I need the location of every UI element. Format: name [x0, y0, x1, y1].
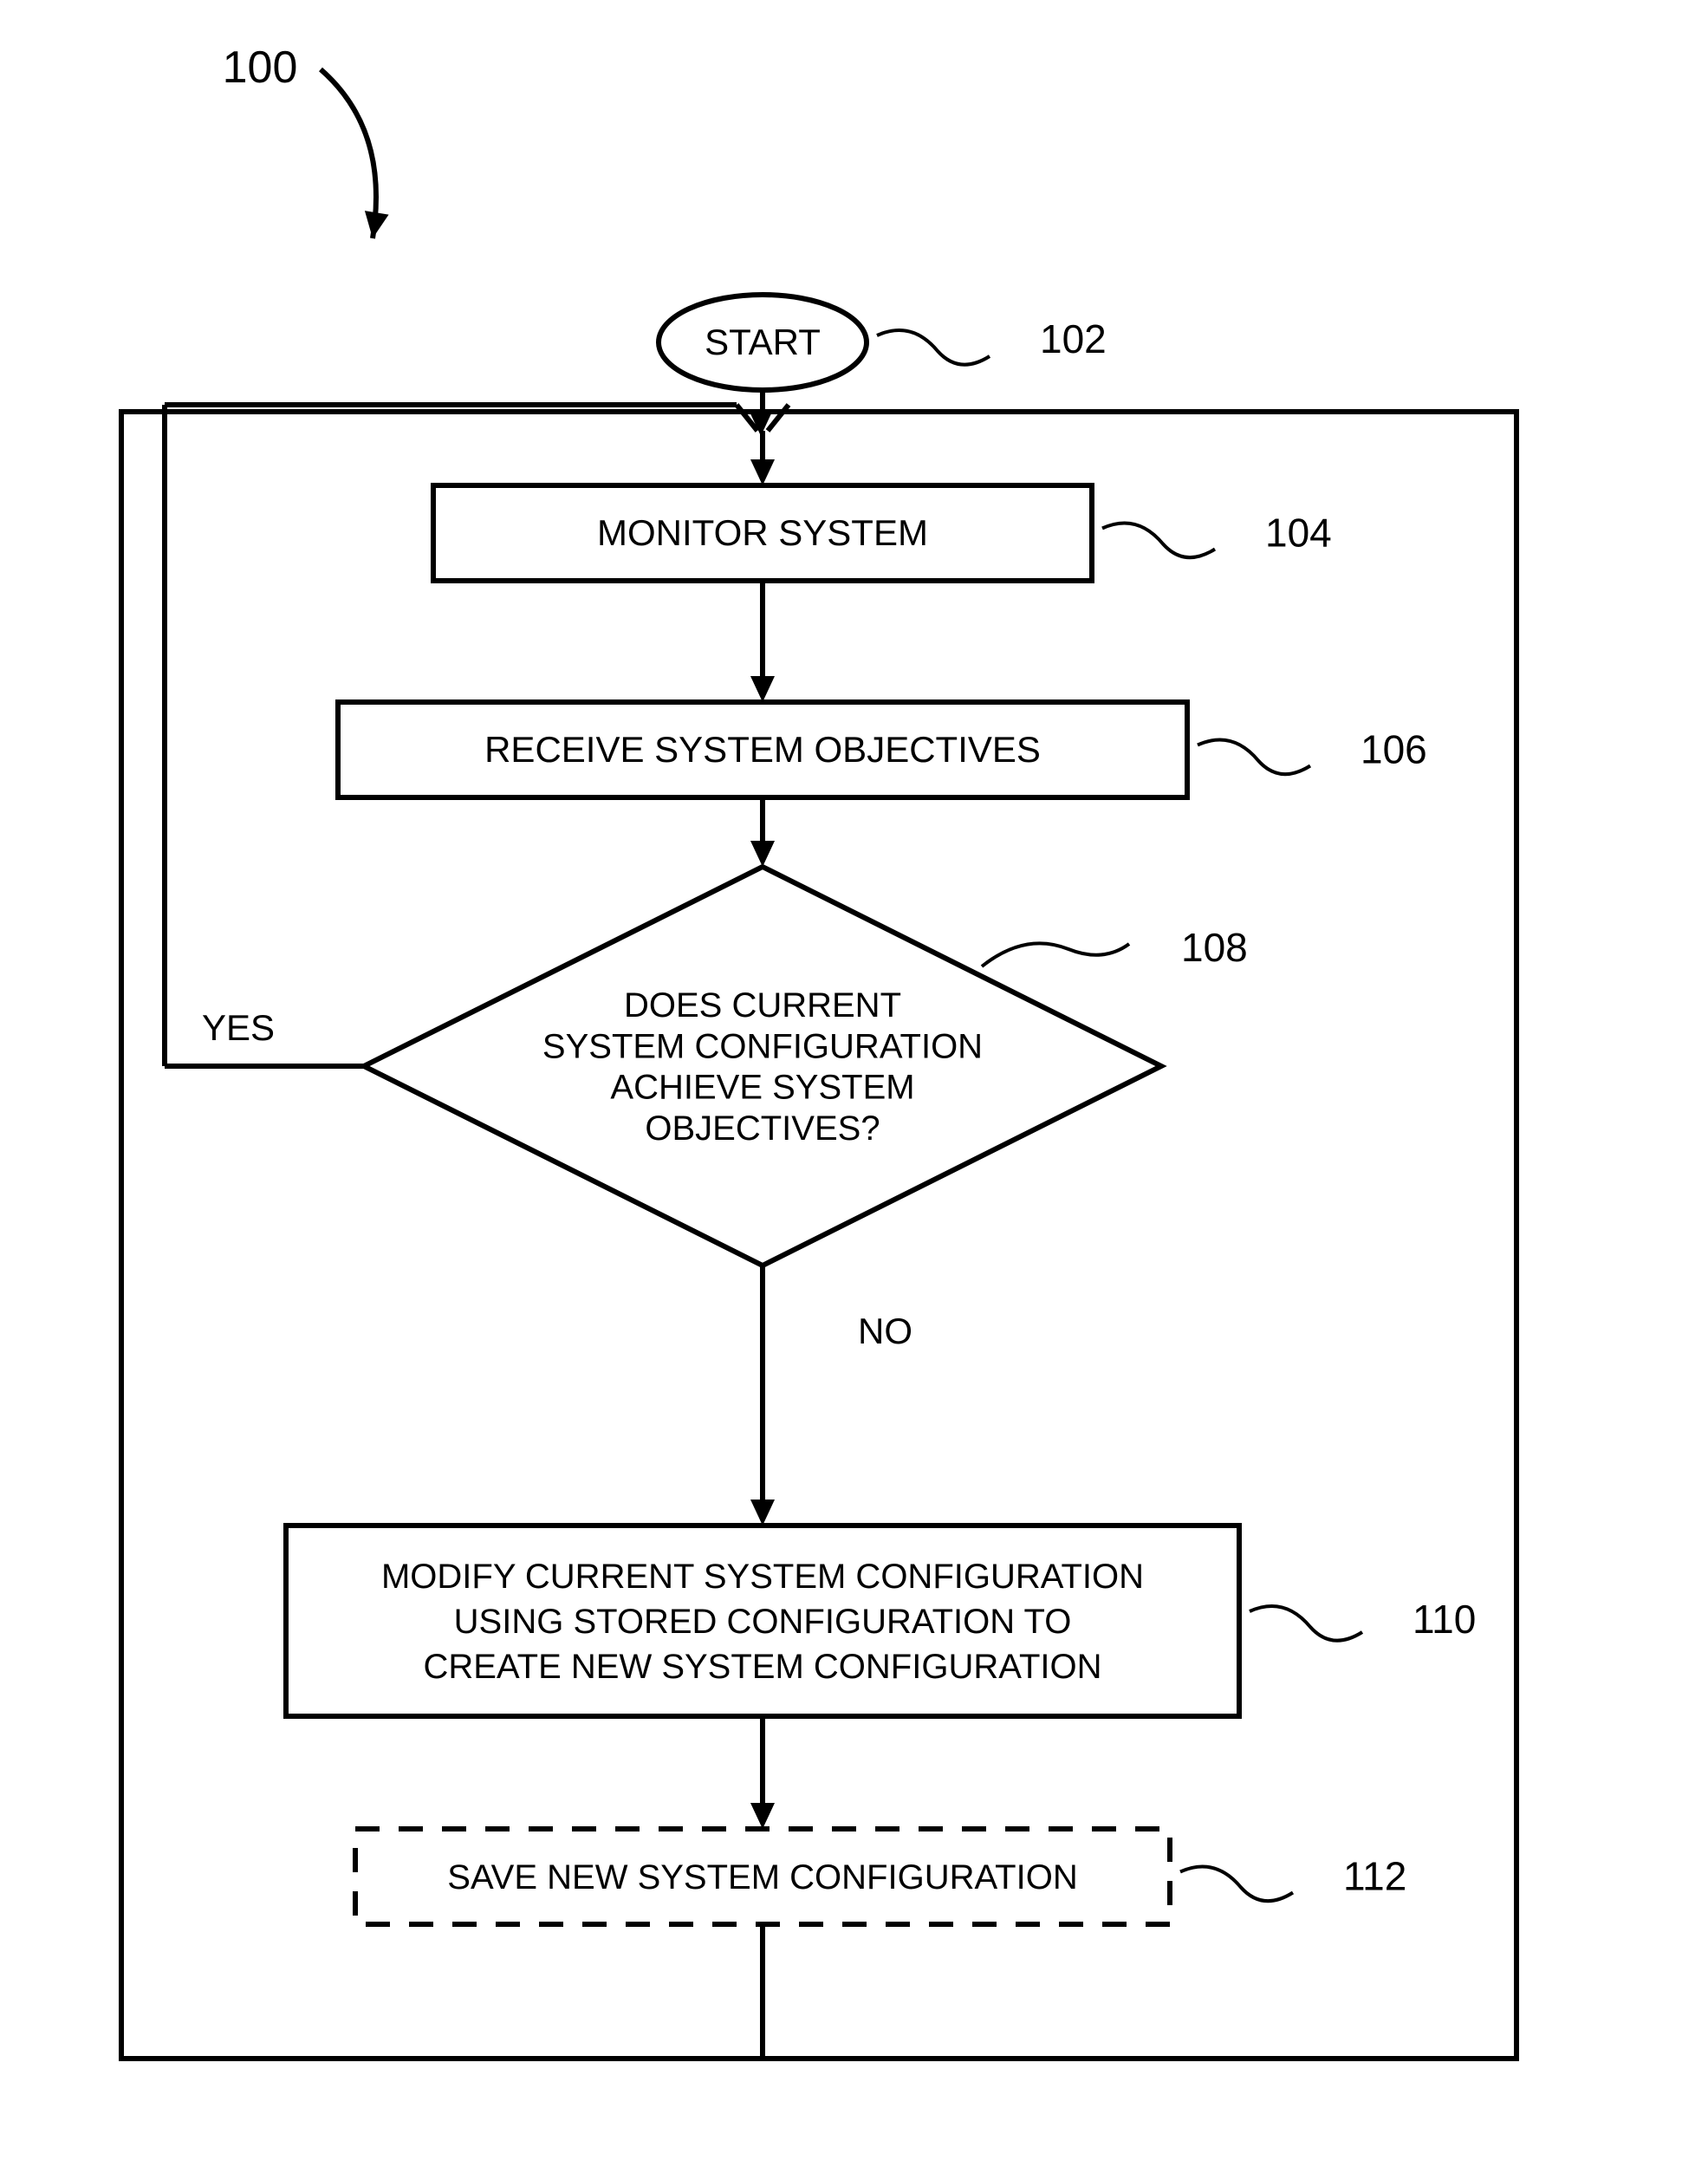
svg-text:106: 106 — [1361, 727, 1427, 772]
svg-text:MONITOR SYSTEM: MONITOR SYSTEM — [597, 512, 928, 553]
svg-text:112: 112 — [1343, 1854, 1406, 1899]
svg-text:NO: NO — [858, 1311, 912, 1351]
svg-text:YES: YES — [202, 1007, 275, 1048]
svg-text:MODIFY CURRENT SYSTEM CONFIGUR: MODIFY CURRENT SYSTEM CONFIGURATION — [381, 1558, 1144, 1596]
svg-text:OBJECTIVES?: OBJECTIVES? — [645, 1109, 880, 1148]
svg-text:102: 102 — [1040, 316, 1107, 361]
svg-text:DOES CURRENT: DOES CURRENT — [624, 986, 901, 1025]
svg-text:SAVE NEW SYSTEM CONFIGURATION: SAVE NEW SYSTEM CONFIGURATION — [447, 1858, 1077, 1897]
svg-text:104: 104 — [1265, 511, 1332, 556]
svg-text:START: START — [705, 322, 821, 362]
svg-text:USING STORED CONFIGURATION TO: USING STORED CONFIGURATION TO — [454, 1603, 1072, 1641]
svg-text:100: 100 — [223, 42, 298, 93]
svg-text:110: 110 — [1413, 1597, 1476, 1642]
svg-text:CREATE NEW SYSTEM CONFIGURATIO: CREATE NEW SYSTEM CONFIGURATION — [424, 1648, 1102, 1686]
svg-text:SYSTEM CONFIGURATION: SYSTEM CONFIGURATION — [542, 1027, 983, 1065]
svg-text:ACHIEVE SYSTEM: ACHIEVE SYSTEM — [610, 1069, 914, 1107]
svg-text:RECEIVE SYSTEM OBJECTIVES: RECEIVE SYSTEM OBJECTIVES — [484, 729, 1041, 770]
svg-text:108: 108 — [1181, 925, 1248, 970]
